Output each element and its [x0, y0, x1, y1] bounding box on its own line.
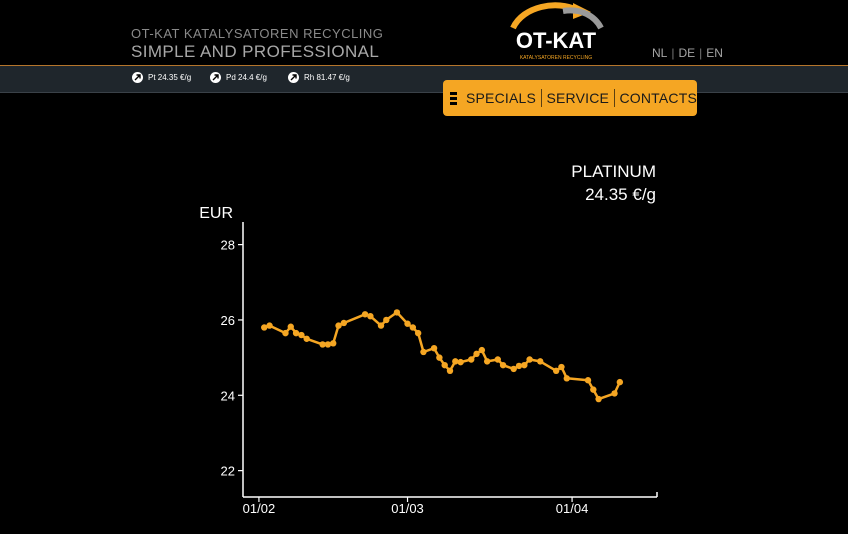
price-pt-label: Pt 24.35 €/g: [148, 73, 192, 82]
nav-specials[interactable]: SPECIALS: [465, 90, 537, 106]
y-tick-label: 26: [221, 313, 235, 328]
price-pd-label: Pd 24.4 €/g: [226, 73, 267, 82]
price-rh-label: Rh 81.47 €/g: [304, 73, 350, 82]
data-point: [611, 390, 618, 397]
data-point: [558, 363, 565, 371]
data-point: [414, 329, 422, 337]
arrow-up-right-icon: [132, 72, 143, 83]
x-tick-label: 01/02: [243, 501, 276, 516]
metal-price: 24.35 €/g: [585, 185, 656, 204]
data-point: [563, 375, 570, 382]
brand-slogan: SIMPLE AND PROFESSIONAL: [131, 42, 380, 61]
data-point: [515, 362, 523, 370]
data-point: [552, 367, 560, 375]
data-point: [409, 324, 417, 331]
y-axis-label: EUR: [199, 205, 233, 222]
data-point: [441, 361, 448, 369]
main-nav: SPECIALS SERVICE CONTACTS: [443, 80, 697, 116]
y-tick-label: 28: [221, 238, 235, 253]
data-point: [483, 358, 491, 365]
data-point: [282, 329, 289, 337]
data-point: [292, 329, 300, 337]
price-pt: Pt 24.35 €/g: [132, 72, 191, 83]
data-point: [261, 324, 268, 331]
y-tick-label: 24: [221, 388, 235, 403]
data-point: [324, 341, 332, 348]
lang-nl[interactable]: NL: [652, 46, 668, 60]
metal-name: PLATINUM: [571, 162, 656, 181]
data-point: [616, 378, 624, 386]
data-point: [526, 356, 533, 363]
x-tick-label: 01/04: [556, 501, 589, 516]
data-point: [452, 358, 459, 365]
data-point: [266, 322, 273, 329]
data-point: [430, 344, 438, 352]
data-point: [420, 348, 427, 356]
data-point: [446, 367, 454, 375]
lang-en[interactable]: EN: [706, 46, 723, 60]
platinum-price-chart: EUR 22 24 26 28 01/02 01/03 01/04: [199, 205, 658, 516]
data-point: [330, 340, 337, 347]
arrow-up-right-icon: [288, 72, 299, 83]
data-point: [494, 356, 501, 363]
data-point: [367, 312, 374, 320]
data-point: [499, 361, 507, 369]
data-point: [590, 386, 597, 393]
data-point: [468, 356, 475, 363]
data-point: [510, 365, 517, 373]
price-ticker: Pt 24.35 €/g Pd 24.4 €/g Rh 81.47 €/g: [0, 65, 848, 93]
price-rh: Rh 81.47 €/g: [288, 72, 350, 83]
data-point: [303, 335, 310, 342]
data-point: [478, 346, 486, 354]
data-point: [436, 354, 443, 361]
price-pd: Pd 24.4 €/g: [210, 72, 267, 83]
svg-text:KATALYSATOREN RECYCLING: KATALYSATOREN RECYCLING: [520, 55, 592, 61]
data-point: [361, 311, 369, 318]
data-point: [340, 319, 348, 327]
arrow-up-right-icon: [210, 72, 221, 83]
lang-de[interactable]: DE: [678, 46, 696, 60]
data-point: [298, 331, 305, 339]
header: OT-KAT KATALYSATOREN RECYCLING SIMPLE AN…: [0, 0, 848, 65]
data-point: [521, 361, 528, 369]
metal-info: PLATINUM 24.35 €/g: [571, 160, 656, 206]
hamburger-menu-icon[interactable]: [450, 91, 457, 105]
data-point: [595, 395, 602, 403]
data-point: [584, 377, 592, 384]
language-switcher: NL | DE | EN: [652, 46, 723, 60]
data-point: [473, 350, 480, 358]
ot-kat-logo[interactable]: OT-KAT KATALYSATOREN RECYCLING: [505, 2, 607, 62]
data-point: [393, 309, 401, 316]
nav-service[interactable]: SERVICE: [546, 90, 610, 106]
data-point: [335, 322, 342, 329]
data-point: [287, 323, 294, 330]
data-point: [383, 316, 390, 324]
data-point: [457, 358, 464, 366]
price-line: [263, 311, 621, 401]
brand-tagline: OT-KAT KATALYSATOREN RECYCLING: [131, 26, 384, 41]
data-point: [537, 358, 544, 365]
data-point: [404, 320, 411, 327]
data-point: [319, 341, 326, 348]
x-tick-label: 01/03: [391, 501, 424, 516]
data-point: [377, 322, 385, 329]
svg-text:OT-KAT: OT-KAT: [516, 28, 597, 53]
nav-contacts[interactable]: CONTACTS: [619, 90, 697, 106]
y-tick-label: 22: [221, 464, 235, 479]
